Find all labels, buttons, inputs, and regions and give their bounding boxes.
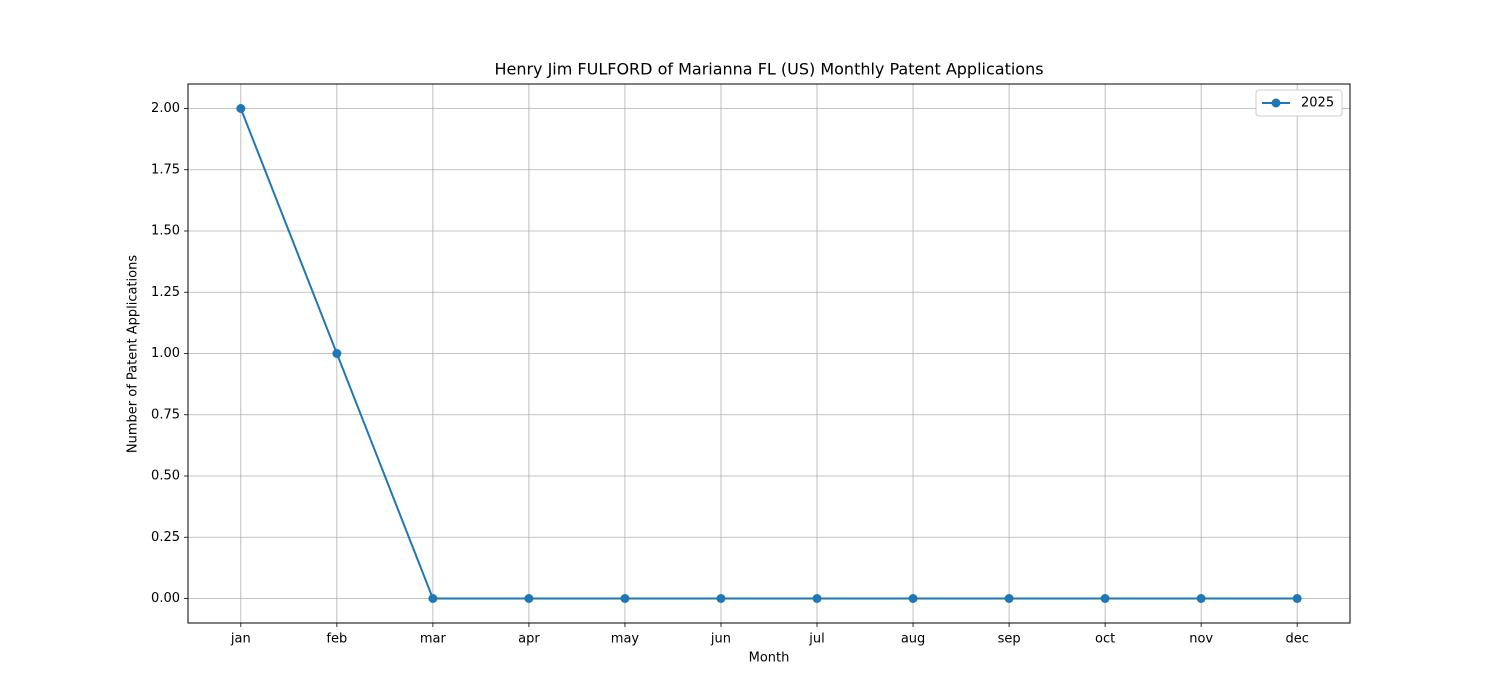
x-tick-label: jan: [230, 632, 251, 647]
y-axis-label: Number of Patent Applications: [126, 255, 141, 453]
y-tick-label: 0.50: [151, 469, 180, 484]
x-tick-label: aug: [901, 632, 925, 647]
marker: [428, 594, 437, 603]
marker: [716, 594, 725, 603]
y-tick-label: 0.75: [151, 407, 180, 422]
x-tick-label: oct: [1095, 632, 1115, 647]
chart: Henry Jim FULFORD of Marianna FL (US) Mo…: [0, 0, 1500, 700]
legend-label: 2025: [1301, 96, 1334, 111]
marker: [620, 594, 629, 603]
y-tick-label: 1.25: [151, 285, 180, 300]
y-tick-label: 1.00: [151, 346, 180, 361]
marker: [1293, 594, 1302, 603]
x-tick-label: nov: [1189, 632, 1213, 647]
page: Henry Jim FULFORD of Marianna FL (US) Mo…: [0, 0, 1500, 700]
x-tick-label: mar: [420, 632, 447, 647]
legend-marker: [1272, 99, 1281, 108]
x-axis-label: Month: [749, 651, 790, 666]
y-tick-label: 2.00: [151, 101, 180, 116]
chart-title: Henry Jim FULFORD of Marianna FL (US) Mo…: [494, 60, 1043, 79]
marker: [1005, 594, 1014, 603]
x-tick-label: sep: [998, 632, 1021, 647]
y-tick-label: 1.75: [151, 162, 180, 177]
x-tick-label: dec: [1285, 632, 1308, 647]
marker: [1197, 594, 1206, 603]
marker: [236, 104, 245, 113]
marker: [813, 594, 822, 603]
marker: [332, 349, 341, 358]
marker: [1101, 594, 1110, 603]
x-tick-label: may: [611, 632, 640, 647]
marker: [524, 594, 533, 603]
x-tick-label: apr: [518, 632, 540, 647]
x-tick-label: jul: [808, 632, 824, 647]
x-tick-label: jun: [710, 632, 731, 647]
y-tick-label: 1.50: [151, 224, 180, 239]
y-tick-label: 0.25: [151, 530, 180, 545]
marker: [909, 594, 918, 603]
x-tick-label: feb: [326, 632, 347, 647]
y-tick-label: 0.00: [151, 591, 180, 606]
